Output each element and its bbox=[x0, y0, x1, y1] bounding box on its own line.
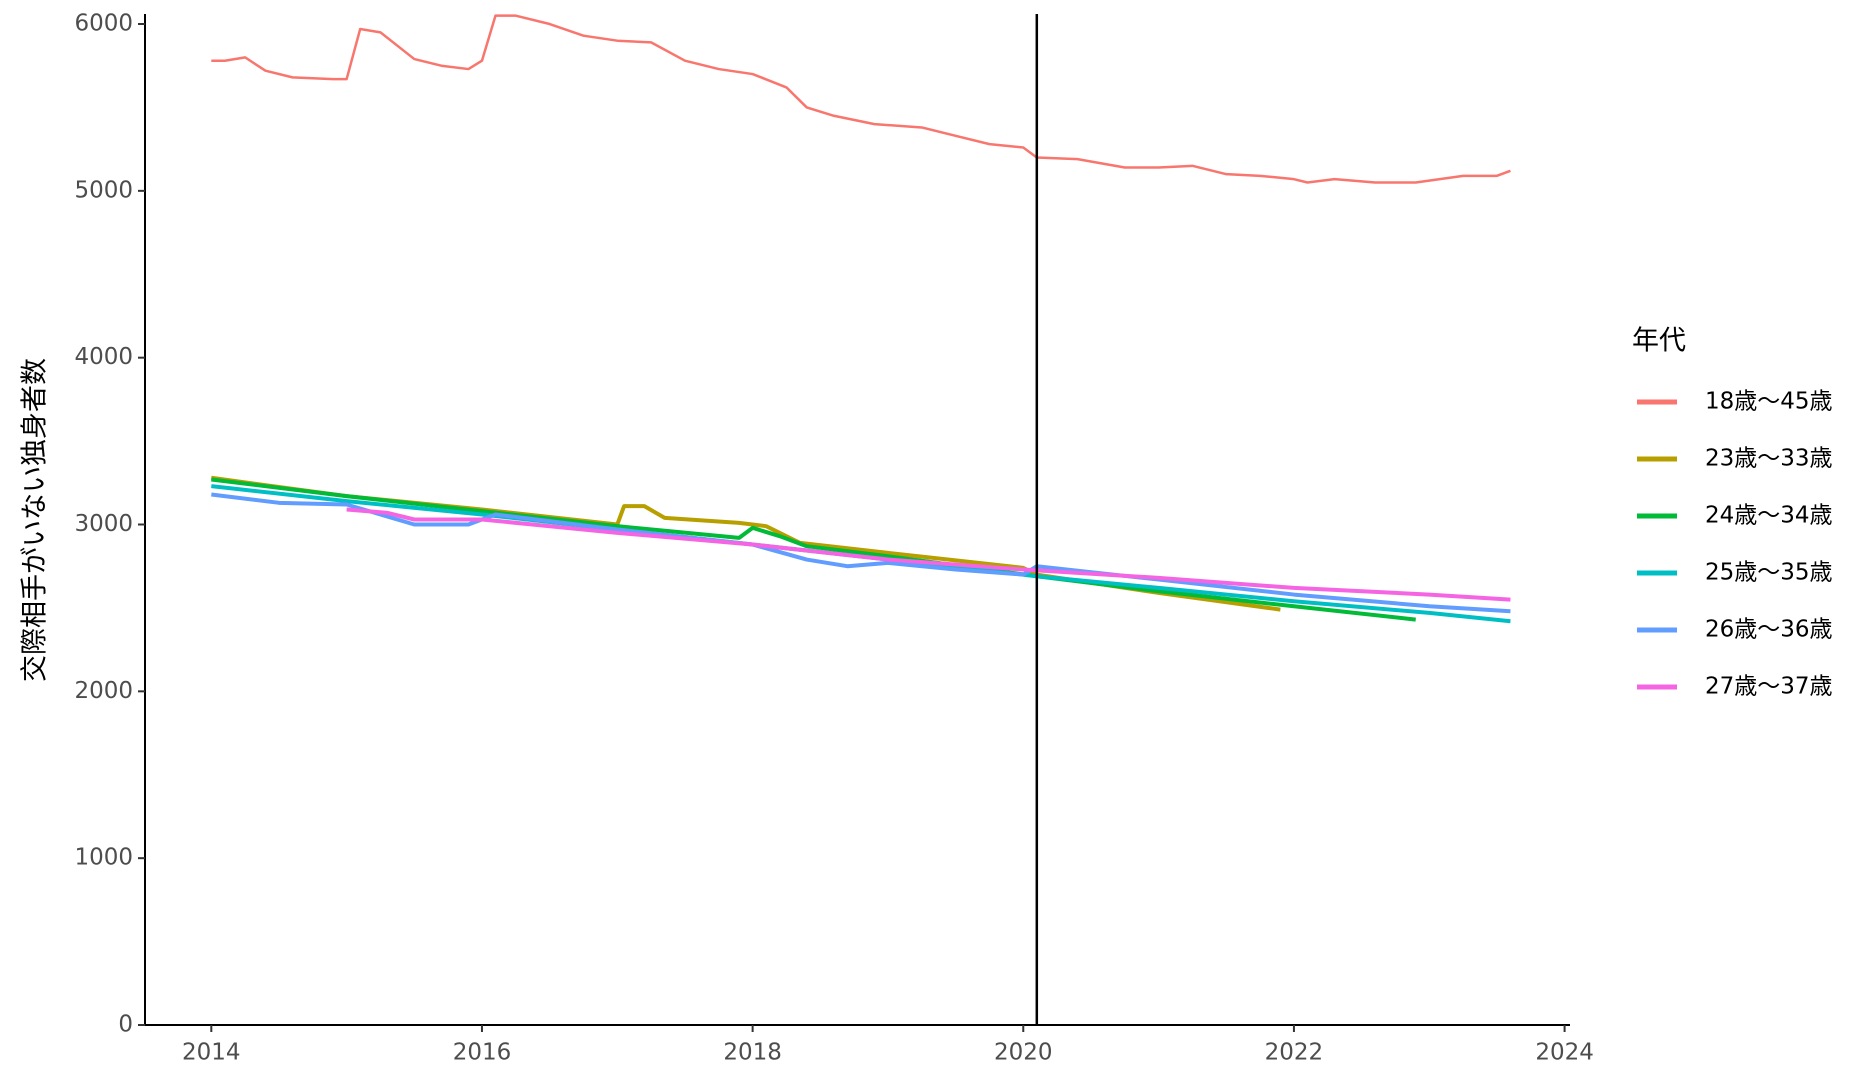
x-tick-label: 2022 bbox=[1265, 1040, 1324, 1066]
legend-label: 24歳～34歳 bbox=[1705, 503, 1833, 529]
series-line bbox=[211, 492, 1511, 614]
series-line bbox=[211, 14, 1511, 184]
y-tick-label: 4000 bbox=[74, 344, 133, 370]
y-tick-label: 0 bbox=[118, 1012, 133, 1038]
x-tick-label: 2024 bbox=[1535, 1040, 1594, 1066]
y-axis-label: 交際相手がいない独身者数 bbox=[20, 358, 51, 682]
legend-label: 26歳～36歳 bbox=[1705, 617, 1833, 643]
legend-label: 23歳～33歳 bbox=[1705, 446, 1833, 472]
x-tick-label: 2018 bbox=[723, 1040, 782, 1066]
y-tick-label: 5000 bbox=[74, 177, 133, 203]
x-tick-label: 2016 bbox=[453, 1040, 512, 1066]
legend-label: 18歳～45歳 bbox=[1705, 389, 1833, 415]
legend-label: 25歳～35歳 bbox=[1705, 560, 1833, 586]
y-tick-label: 6000 bbox=[74, 11, 133, 37]
y-tick-label: 1000 bbox=[74, 845, 133, 871]
y-tick-label: 3000 bbox=[74, 511, 133, 537]
legend-title: 年代 bbox=[1632, 326, 1686, 357]
x-tick-label: 2020 bbox=[994, 1040, 1053, 1066]
legend-label: 27歳～37歳 bbox=[1705, 674, 1833, 700]
series-line bbox=[211, 477, 1416, 622]
series-line bbox=[346, 507, 1511, 602]
x-tick-label: 2014 bbox=[182, 1040, 241, 1066]
y-tick-label: 2000 bbox=[74, 678, 133, 704]
